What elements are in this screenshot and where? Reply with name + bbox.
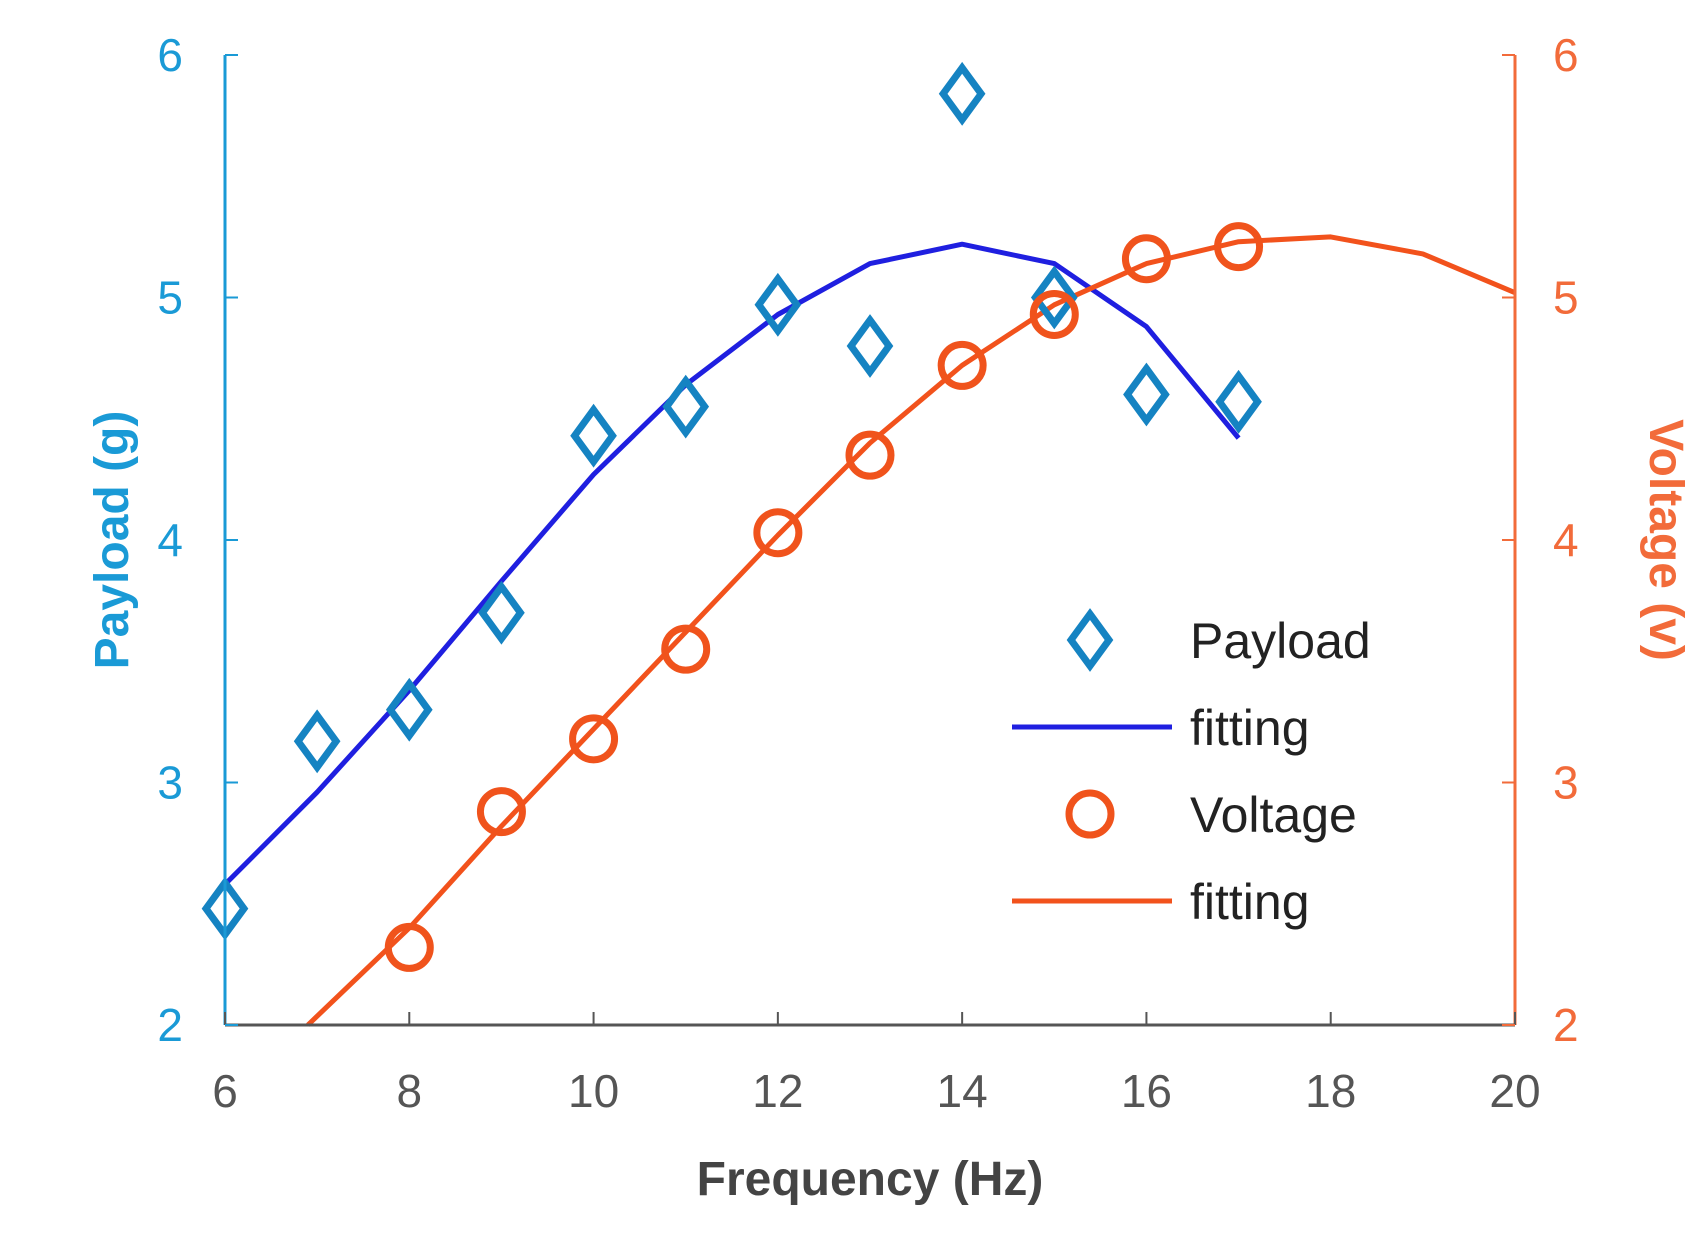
left-y-tick-label: 5 <box>157 272 183 324</box>
payload-diamond-point <box>478 580 525 645</box>
voltage-circle-point <box>569 714 619 764</box>
legend-label-payload: Payload <box>1190 613 1371 669</box>
x-axis-title: Frequency (Hz) <box>697 1153 1044 1206</box>
payload-diamond-point <box>570 403 617 468</box>
legend: Payload fitting Voltage fitting <box>1012 608 1371 930</box>
right-y-tick-label: 5 <box>1553 272 1579 324</box>
right-y-tick-label: 3 <box>1553 757 1579 809</box>
legend-item-payload: Payload <box>1066 608 1371 672</box>
x-tick-label: 18 <box>1305 1065 1356 1117</box>
voltage-circle-point <box>845 430 895 480</box>
left-y-axis-title: Payload (g) <box>86 411 139 670</box>
voltage-circle-point <box>937 340 987 390</box>
x-tick-label: 12 <box>752 1065 803 1117</box>
voltage-circle-point <box>384 922 434 972</box>
left-y-tick-label: 4 <box>157 514 183 566</box>
payload-diamond-point <box>293 709 341 774</box>
voltage-circle-point <box>1214 222 1264 272</box>
payload-diamond-point <box>1215 369 1262 434</box>
voltage-fitting-line <box>306 234 1516 1027</box>
payload-diamond-point <box>385 677 433 742</box>
legend-item-voltage-fitting: fitting <box>1012 874 1310 930</box>
right-y-tick-label: 2 <box>1553 999 1579 1051</box>
left-y-tick-label: 6 <box>157 29 183 81</box>
voltage-circle-point <box>753 508 803 558</box>
circle-marker-icon <box>1065 789 1115 839</box>
legend-label-payload-fitting: fitting <box>1190 700 1310 756</box>
payload-diamond-point <box>1030 265 1078 330</box>
x-tick-label: 6 <box>212 1065 238 1117</box>
voltage-circle-point <box>1029 289 1079 339</box>
left-y-tick-label: 2 <box>157 999 183 1051</box>
payload-diamond-point <box>1123 362 1170 427</box>
left-y-tick-label: 3 <box>157 757 183 809</box>
markers-layer <box>201 61 1264 972</box>
legend-label-voltage: Voltage <box>1190 787 1357 843</box>
voltage-circle-point <box>661 624 711 674</box>
x-tick-label: 14 <box>937 1065 988 1117</box>
legend-label-voltage-fitting: fitting <box>1190 874 1310 930</box>
x-tick-label: 8 <box>396 1065 422 1117</box>
x-tick-label: 10 <box>568 1065 619 1117</box>
payload-diamond-point <box>938 61 986 126</box>
right-y-tick-label: 6 <box>1553 29 1579 81</box>
voltage-circle-point <box>476 787 526 837</box>
diamond-marker-icon <box>1066 608 1114 672</box>
payload-diamond-point <box>754 272 802 337</box>
legend-item-voltage: Voltage <box>1065 787 1357 843</box>
x-tick-label: 20 <box>1489 1065 1540 1117</box>
payload-fitting-line <box>223 241 1241 887</box>
x-tick-label: 16 <box>1121 1065 1172 1117</box>
right-y-axis-title: Voltage (v) <box>1639 419 1692 661</box>
voltage-circle-point <box>1121 234 1171 284</box>
legend-item-payload-fitting: fitting <box>1012 700 1310 756</box>
payload-diamond-point <box>846 314 894 378</box>
right-y-tick-label: 4 <box>1553 514 1579 566</box>
payload-diamond-point <box>662 374 710 439</box>
